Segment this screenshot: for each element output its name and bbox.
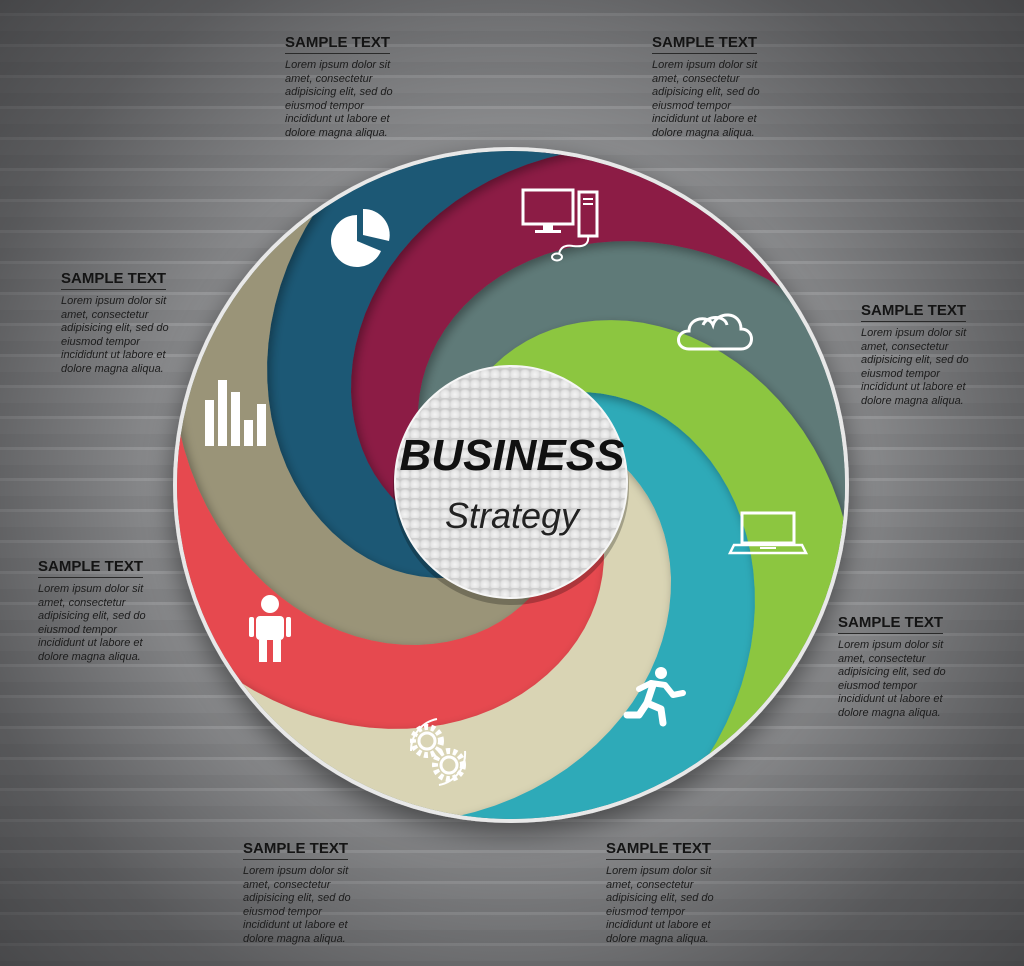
label-heading: SAMPLE TEXT	[61, 270, 167, 290]
person-icon	[249, 595, 291, 662]
cloud-icon	[677, 313, 753, 351]
label-body: Lorem ipsum dolor sit amet, consectetur …	[838, 639, 946, 719]
label-heading: SAMPLE TEXT	[606, 840, 712, 860]
laptop-icon	[727, 511, 809, 555]
label-heading: SAMPLE TEXT	[285, 34, 391, 54]
monitor-icon	[521, 188, 599, 262]
segment-beige	[217, 449, 676, 819]
label-body: Lorem ipsum dolor sit amet, consectetur …	[61, 295, 169, 375]
center-subtitle: Strategy	[445, 495, 581, 536]
label-block-right-lower: SAMPLE TEXT Lorem ipsum dolor sit amet, …	[838, 614, 978, 721]
label-block-bottom-right: SAMPLE TEXT Lorem ipsum dolor sit amet, …	[606, 840, 746, 947]
bar-chart-icon	[205, 380, 266, 446]
label-heading: SAMPLE TEXT	[861, 302, 967, 322]
segment-teal	[432, 388, 761, 819]
pie-chart-icon	[331, 208, 390, 267]
label-body: Lorem ipsum dolor sit amet, consectetur …	[861, 327, 969, 407]
label-heading: SAMPLE TEXT	[652, 34, 758, 54]
gears-icon	[409, 718, 467, 786]
label-block-bottom-left: SAMPLE TEXT Lorem ipsum dolor sit amet, …	[243, 840, 383, 947]
label-heading: SAMPLE TEXT	[838, 614, 944, 634]
center-hub	[394, 365, 628, 599]
label-body: Lorem ipsum dolor sit amet, consectetur …	[652, 59, 760, 139]
segment-slate	[414, 235, 845, 564]
runner-icon	[623, 667, 686, 727]
label-block-top-right: SAMPLE TEXT Lorem ipsum dolor sit amet, …	[652, 34, 792, 141]
label-body: Lorem ipsum dolor sit amet, consectetur …	[285, 59, 393, 139]
label-block-right-upper: SAMPLE TEXT Lorem ipsum dolor sit amet, …	[861, 302, 1001, 409]
label-body: Lorem ipsum dolor sit amet, consectetur …	[243, 865, 351, 945]
segment-taupe	[177, 191, 547, 650]
label-heading: SAMPLE TEXT	[38, 558, 144, 578]
segment-maroon	[346, 151, 805, 521]
segment-green	[475, 320, 845, 779]
center-title: BUSINESS	[400, 431, 625, 480]
label-body: Lorem ipsum dolor sit amet, consectetur …	[606, 865, 714, 945]
label-block-left-upper: SAMPLE TEXT Lorem ipsum dolor sit amet, …	[61, 270, 201, 377]
label-block-top-left: SAMPLE TEXT Lorem ipsum dolor sit amet, …	[285, 34, 425, 141]
label-block-left-lower: SAMPLE TEXT Lorem ipsum dolor sit amet, …	[38, 558, 178, 665]
label-heading: SAMPLE TEXT	[243, 840, 349, 860]
label-body: Lorem ipsum dolor sit amet, consectetur …	[38, 583, 146, 663]
